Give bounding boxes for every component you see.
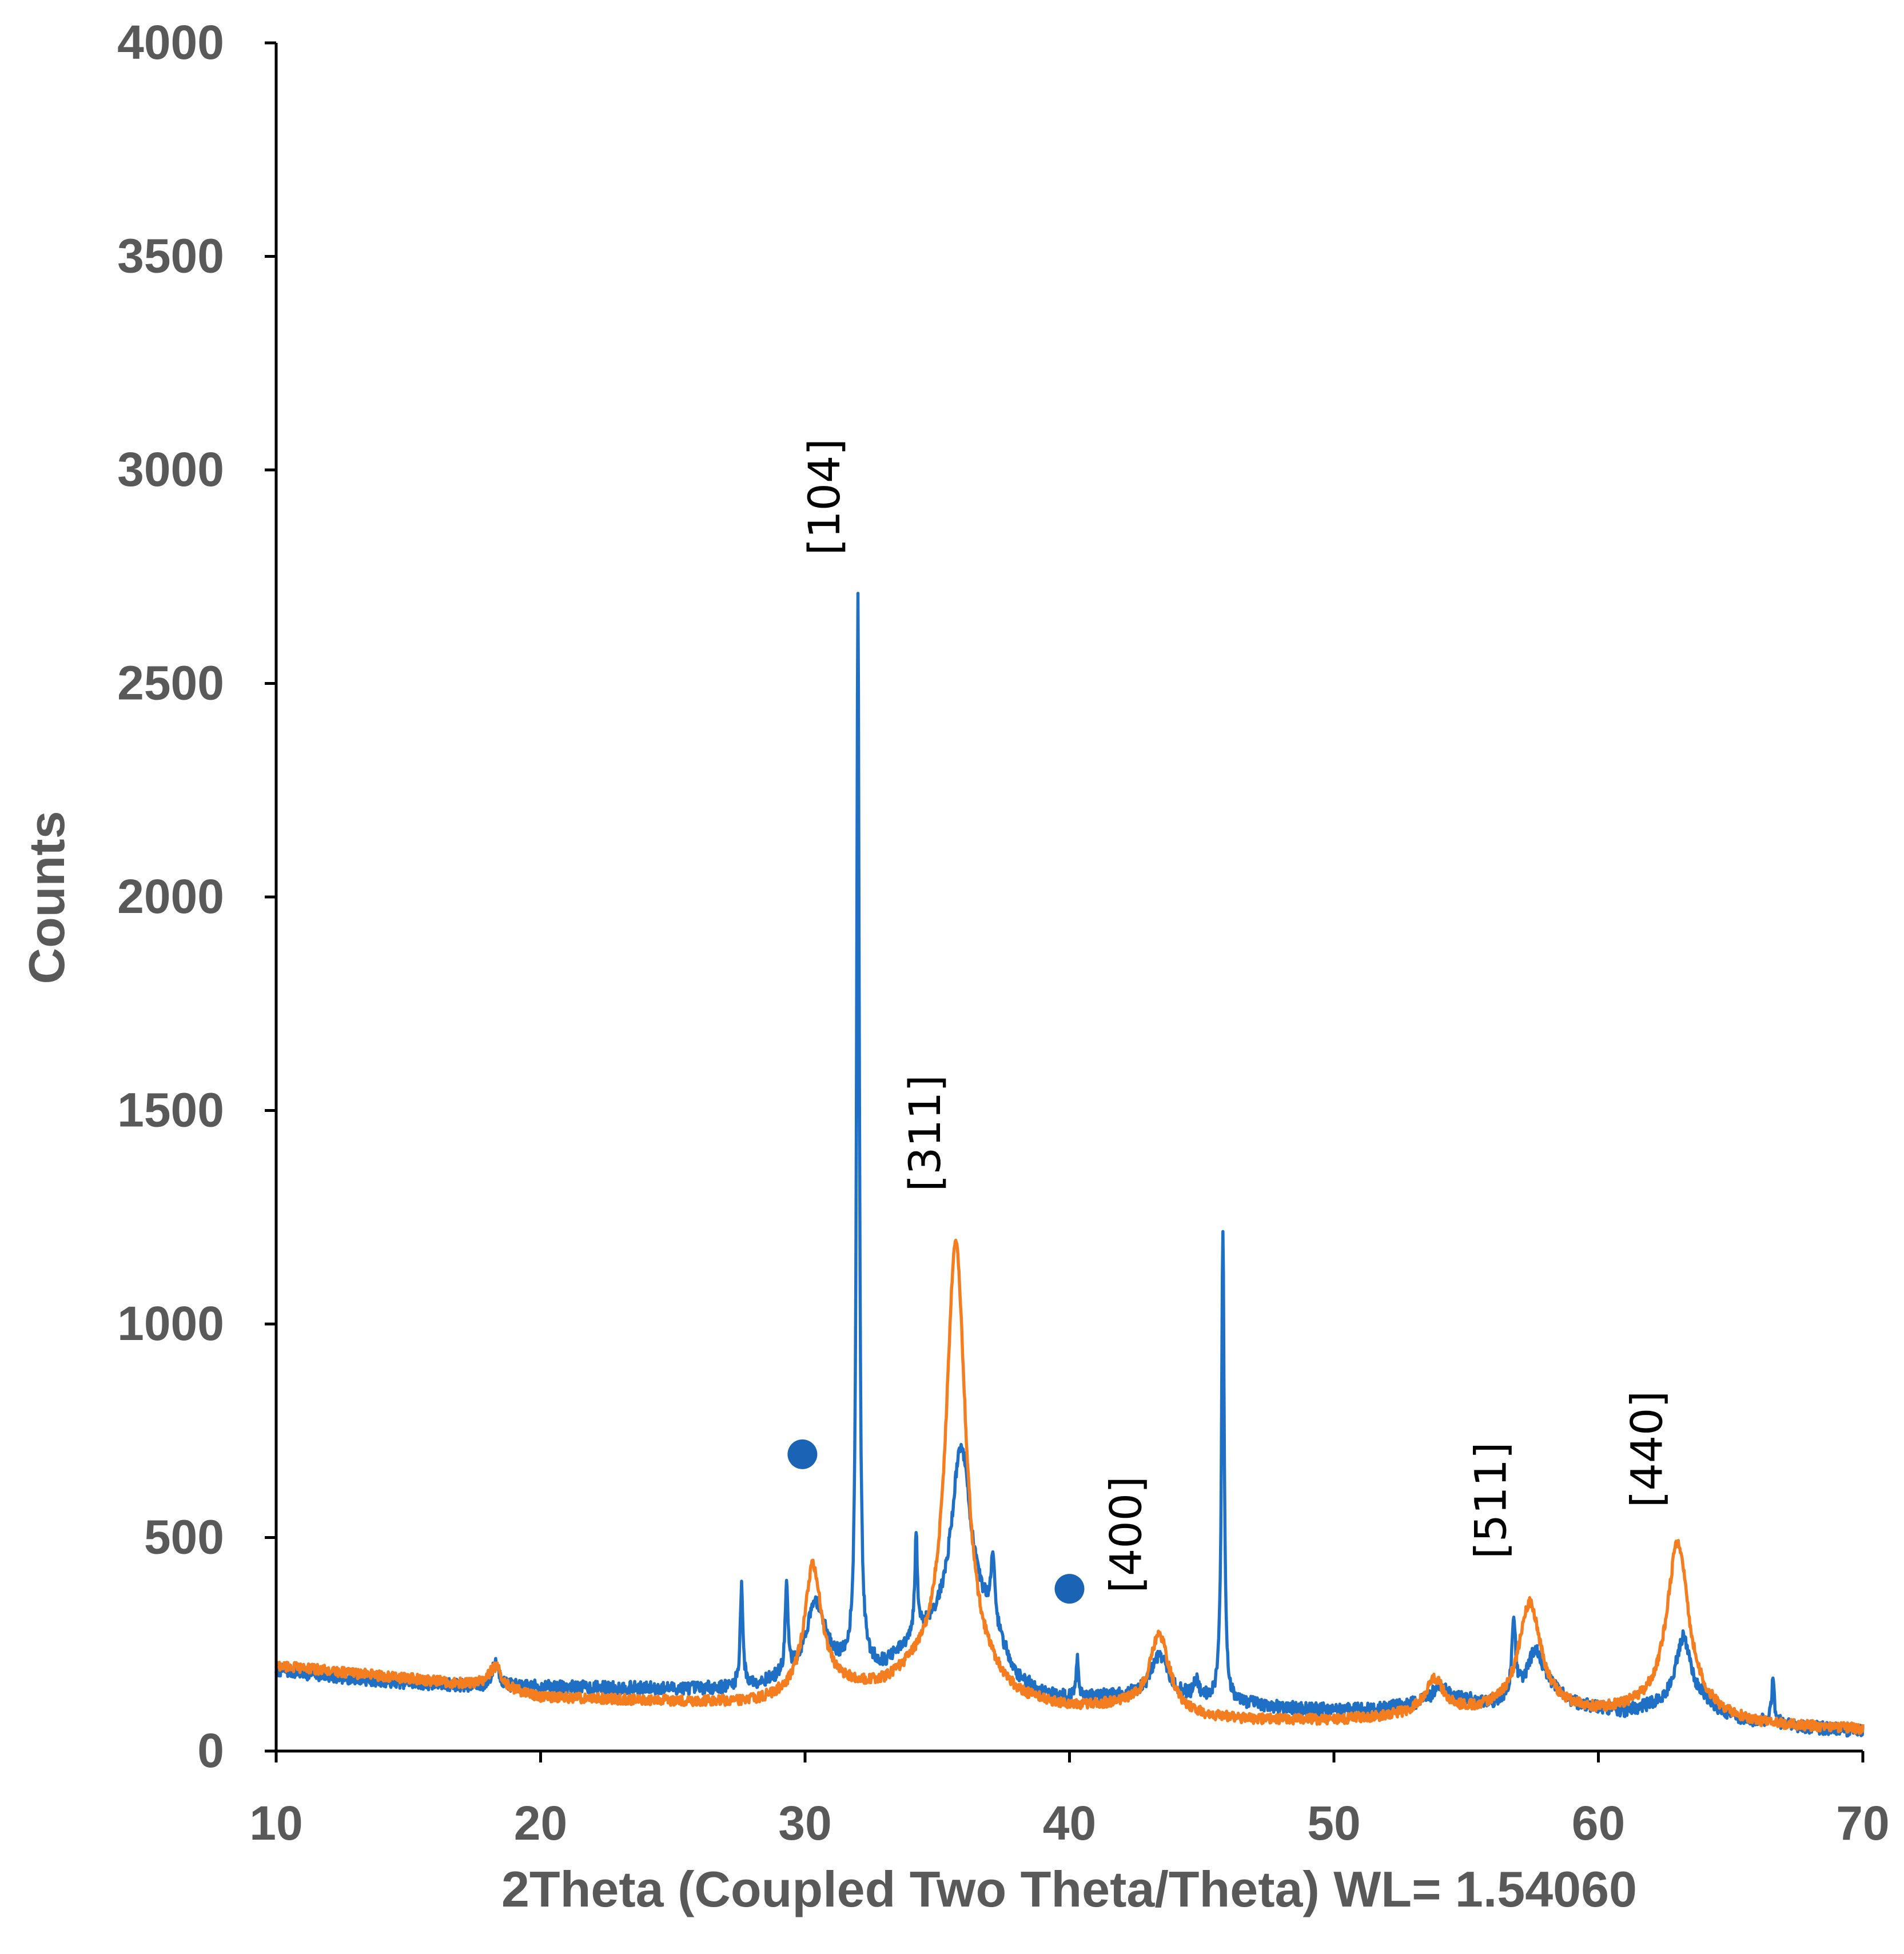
y-tick-label: 4000: [117, 15, 224, 69]
x-tick-label: 40: [1043, 1796, 1096, 1850]
y-tick-label: 3000: [117, 442, 224, 496]
annotation-group: [104] [311] [400] [511] [440]: [799, 438, 1672, 1593]
y-tick-label: 1000: [117, 1297, 224, 1350]
peak-label: [311]: [899, 1075, 950, 1191]
x-tick-label: 20: [514, 1796, 567, 1850]
x-tick-label: 30: [778, 1796, 831, 1850]
x-tick-label: 50: [1307, 1796, 1360, 1850]
x-tick-label: 10: [249, 1796, 302, 1850]
y-tick-label: 500: [144, 1510, 224, 1564]
y-axis-title: Counts: [18, 811, 75, 984]
series-line-2: [274, 1238, 1865, 1735]
series-group: [274, 592, 1865, 1738]
x-axis-title: 2Theta (Coupled Two Theta/Theta) WL= 1.5…: [501, 1861, 1637, 1917]
peak-label: [400]: [1100, 1476, 1151, 1593]
y-tick-label: 2500: [117, 656, 224, 710]
peak-label: [104]: [799, 438, 850, 555]
y-tick-label: 3500: [117, 229, 224, 283]
phase-marker-dot: [1054, 1574, 1085, 1604]
y-tick-label: 1500: [117, 1083, 224, 1137]
axes-group: 0 500 1000 1500 2000 2500 3000 3500 4000 10 20 30 40…: [117, 15, 1890, 1850]
phase-marker-dot: [787, 1439, 818, 1469]
marker-group: [787, 1439, 1085, 1604]
x-tick-label: 60: [1572, 1796, 1625, 1850]
y-tick-label: 2000: [117, 870, 224, 923]
series-line-1: [274, 592, 1865, 1738]
y-tick-label: 0: [197, 1724, 224, 1777]
peak-label: [511]: [1465, 1442, 1516, 1558]
peak-label: [440]: [1622, 1391, 1672, 1508]
x-tick-label: 70: [1836, 1796, 1889, 1850]
